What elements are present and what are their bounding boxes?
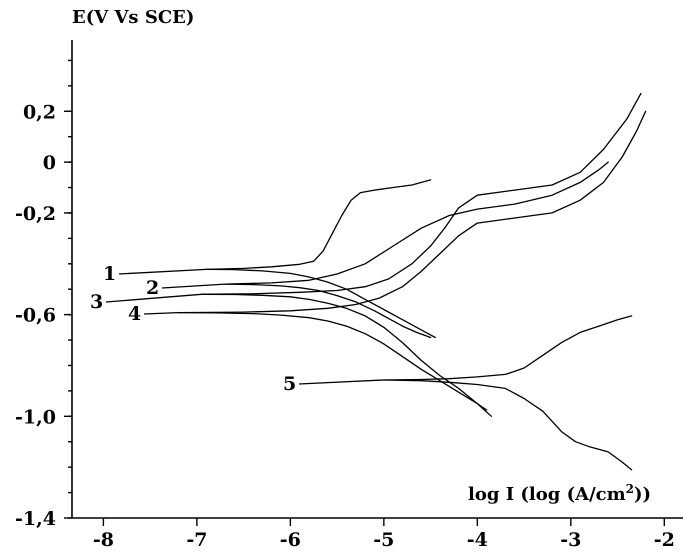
curve-3-anodic bbox=[200, 92, 642, 295]
curves bbox=[177, 92, 647, 471]
axes bbox=[71, 40, 683, 519]
curve-label-3: 3 bbox=[90, 291, 103, 313]
leader-line-5 bbox=[298, 379, 384, 385]
x-axis-title-sup: 2 bbox=[626, 482, 634, 496]
leader-line-1 bbox=[118, 268, 207, 275]
y-tick-label: 0 bbox=[43, 152, 56, 174]
curve-5-cathodic bbox=[383, 379, 633, 471]
x-tick-label: -2 bbox=[654, 529, 675, 551]
x-axis-title-end: )) bbox=[634, 484, 651, 505]
leader-line-4 bbox=[143, 311, 179, 315]
y-tick-label: 0,2 bbox=[23, 101, 56, 123]
curve-5-anodic bbox=[383, 315, 633, 381]
curve-2-anodic bbox=[224, 161, 609, 285]
x-tick-label: -5 bbox=[373, 529, 394, 551]
curve-2-cathodic bbox=[224, 283, 432, 339]
x-ticks: -8 -7 -6 -5 -4 -3 -2 bbox=[93, 518, 675, 551]
x-axis-title: log I (log (A/cm2)) bbox=[468, 482, 651, 505]
curve-1-anodic bbox=[205, 179, 432, 271]
x-tick-label: -7 bbox=[186, 529, 207, 551]
curve-label-4: 4 bbox=[128, 303, 141, 325]
x-tick-label: -8 bbox=[93, 529, 114, 551]
y-ticks: 0,2 0 -0,2 -0,6 -1,0 -1,4 bbox=[15, 101, 72, 530]
curve-4-anodic bbox=[177, 110, 647, 314]
x-tick-label: -4 bbox=[467, 529, 488, 551]
curve-label-1: 1 bbox=[103, 263, 116, 285]
x-axis-title-main: log I (log (A/cm bbox=[468, 484, 626, 505]
curve-1-cathodic bbox=[205, 268, 436, 339]
curve-4-cathodic bbox=[177, 311, 488, 411]
x-tick-label: -3 bbox=[560, 529, 581, 551]
x-tick-label: -6 bbox=[280, 529, 301, 551]
y-tick-label: -1,4 bbox=[15, 508, 56, 530]
curve-label-2: 2 bbox=[146, 277, 159, 299]
y-axis-title: E(V Vs SCE) bbox=[72, 7, 194, 28]
curve-labels: 1 2 3 4 5 bbox=[90, 263, 384, 395]
y-tick-label: -0,2 bbox=[15, 203, 56, 225]
leader-line-3 bbox=[105, 293, 202, 303]
curve-3-cathodic bbox=[200, 293, 493, 417]
y-tick-label: -0,6 bbox=[15, 305, 56, 327]
leader-line-2 bbox=[161, 283, 225, 289]
y-tick-label: -1,0 bbox=[15, 406, 56, 428]
curve-label-5: 5 bbox=[283, 373, 296, 395]
